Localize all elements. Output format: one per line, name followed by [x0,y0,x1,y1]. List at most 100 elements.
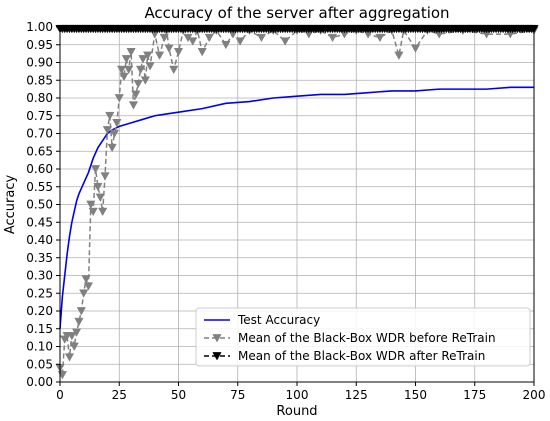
y-tick-label: 0.50 [26,198,53,212]
data-point [410,44,421,53]
data-point [133,79,143,89]
data-point [71,328,82,337]
data-point [145,62,155,71]
data-point [76,307,86,316]
y-tick-label: 0.75 [26,109,53,123]
data-point [93,182,103,192]
data-point [159,33,169,43]
legend-label: Mean of the Black-Box WDR after ReTrain [238,349,485,363]
x-tick-label: 175 [463,388,486,402]
y-tick-label: 0.05 [26,357,53,371]
data-point [119,72,129,82]
data-point [64,353,75,362]
y-tick-label: 0.25 [26,286,53,300]
y-tick-label: 0.35 [26,251,53,265]
data-point [88,207,98,217]
data-point [98,207,108,217]
data-point [154,51,165,60]
y-axis-label: Accuracy [3,175,18,235]
data-point [204,33,214,43]
data-point [112,119,122,128]
x-tick-label: 25 [112,388,127,402]
data-point [140,76,150,85]
data-point [169,65,179,75]
legend-marker [212,352,222,361]
data-point [107,143,117,153]
y-tick-label: 0.40 [26,233,53,247]
x-tick-label: 50 [171,388,186,402]
data-point [188,37,198,46]
legend-item-wdr-before-retrain: Mean of the Black-Box WDR before ReTrain [204,331,496,345]
y-tick-label: 0.65 [26,144,53,158]
data-point [235,37,245,46]
data-point [105,111,115,121]
y-tick-label: 0.60 [26,162,53,176]
data-point [135,65,146,75]
data-point [116,65,127,75]
x-tick-label: 75 [230,388,245,402]
data-point [86,200,96,210]
x-axis: 0 25 50 75 100 125 150 175 200 [56,382,545,402]
y-tick-label: 0.15 [26,322,53,336]
data-point [131,90,141,99]
legend-label: Test Accuracy [237,313,320,327]
data-point [128,101,139,110]
legend-box [195,307,531,367]
y-tick-label: 0.20 [26,304,53,318]
series-line [59,86,534,329]
legend: Test Accuracy Mean of the Black-Box WDR b… [195,307,531,367]
y-tick-label: 0.10 [26,340,53,354]
data-point [114,94,124,103]
legend-item-test-accuracy: Test Accuracy [204,313,320,327]
data-point [221,40,231,50]
data-point [256,33,267,43]
data-point [100,172,110,181]
data-point [69,342,79,352]
legend-label: Mean of the Black-Box WDR before ReTrain [238,331,496,345]
y-tick-label: 0.30 [26,269,53,283]
legend-item-wdr-after-retrain: Mean of the Black-Box WDR after ReTrain [204,349,485,363]
y-axis: 0.00 0.05 0.10 0.15 0.20 0.25 0.30 0.35 0.40 0.45… [26,20,60,389]
legend-marker [212,334,222,343]
data-point [375,33,385,43]
data-point [197,48,207,57]
chart-title: Accuracy of the server after aggregation [144,4,449,22]
data-point [67,332,77,341]
x-tick-label: 0 [56,388,64,402]
data-point [164,44,174,53]
x-tick-label: 200 [523,388,546,402]
data-point [394,51,404,60]
x-tick-label: 125 [345,388,368,402]
data-point [90,165,101,174]
series-test-accuracy [59,86,534,329]
data-point [327,33,338,43]
x-axis-label: Round [276,404,317,419]
y-tick-label: 1.00 [26,20,53,34]
y-tick-label: 0.45 [26,215,53,229]
data-point [81,275,91,284]
y-tick-label: 0.80 [26,91,53,105]
y-tick-label: 0.70 [26,127,53,141]
data-point [79,289,89,298]
data-point [121,55,131,64]
data-point [124,65,134,75]
x-tick-label: 150 [404,388,427,402]
data-point [74,317,84,327]
x-tick-label: 100 [286,388,309,402]
y-tick-label: 0.00 [26,375,53,389]
data-point [280,37,290,46]
y-tick-label: 0.90 [26,56,53,70]
data-point [173,48,184,57]
data-point [143,51,153,60]
data-point [83,282,94,291]
data-point [109,129,120,139]
y-tick-label: 0.85 [26,73,53,87]
data-point [95,193,105,202]
data-point [102,126,113,135]
series-wdr-after-retrain [55,24,539,34]
data-point [126,48,136,57]
y-tick-label: 0.55 [26,180,53,194]
data-point [138,55,148,64]
y-tick-label: 0.95 [26,38,53,52]
